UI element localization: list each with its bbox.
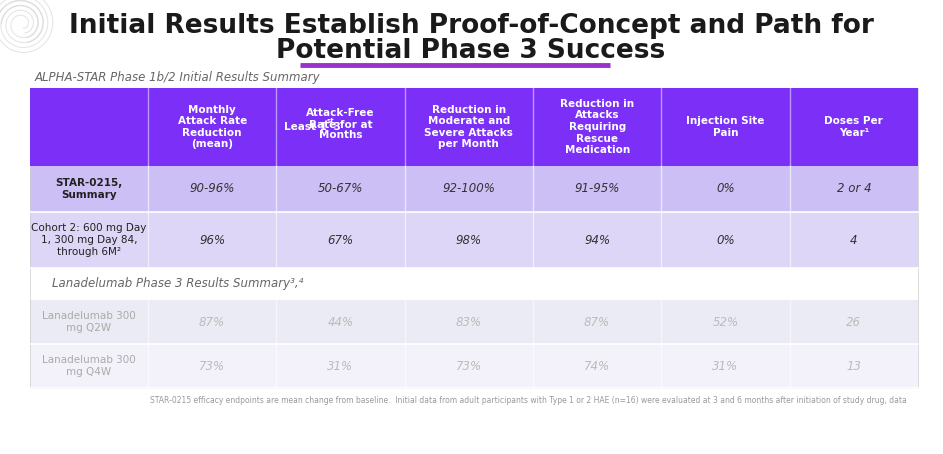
Text: 74%: 74%	[584, 360, 610, 372]
Text: Least 1: Least 1	[284, 122, 326, 132]
Text: Lanadelumab 300
mg Q4W: Lanadelumab 300 mg Q4W	[42, 355, 136, 377]
Text: Injection Site
Pain: Injection Site Pain	[687, 116, 765, 138]
Text: 50-67%: 50-67%	[318, 183, 363, 196]
Text: Months: Months	[319, 130, 362, 140]
Text: 67%: 67%	[327, 233, 354, 247]
Bar	[30, 212, 918, 268]
Text: 0%: 0%	[716, 183, 735, 196]
Text: ALPHA-STAR Phase 1b/2 Initial Results Summary: ALPHA-STAR Phase 1b/2 Initial Results Su…	[35, 70, 321, 84]
Text: Reduction in
Moderate and
Severe Attacks
per Month: Reduction in Moderate and Severe Attacks…	[424, 104, 513, 149]
Text: Lanadelumab Phase 3 Results Summary³,⁴: Lanadelumab Phase 3 Results Summary³,⁴	[52, 277, 304, 291]
Text: 92-100%: 92-100%	[442, 183, 495, 196]
Text: 13: 13	[846, 360, 861, 372]
Bar	[30, 344, 918, 388]
Bar	[30, 166, 918, 212]
Text: 87%: 87%	[199, 316, 225, 329]
Text: 94%: 94%	[584, 233, 610, 247]
Bar	[30, 268, 918, 300]
Text: Lanadelumab 300
mg Q2W: Lanadelumab 300 mg Q2W	[42, 311, 136, 333]
Text: 2 or 4: 2 or 4	[836, 183, 871, 196]
Bar	[30, 300, 918, 344]
Text: 98%: 98%	[455, 233, 482, 247]
Text: Attack-Free
Rate for at: Attack-Free Rate for at	[306, 108, 374, 130]
Text: 31%: 31%	[327, 360, 354, 372]
Bar	[30, 88, 918, 166]
Text: 4: 4	[850, 233, 857, 247]
Text: 26: 26	[846, 316, 861, 329]
Text: Initial Results Establish Proof-of-Concept and Path for: Initial Results Establish Proof-of-Conce…	[69, 13, 873, 39]
Text: 90-96%: 90-96%	[190, 183, 235, 196]
Text: STAR-0215,
Summary: STAR-0215, Summary	[56, 178, 123, 200]
Text: 52%: 52%	[713, 316, 738, 329]
Text: 73%: 73%	[455, 360, 482, 372]
Text: Potential Phase 3 Success: Potential Phase 3 Success	[276, 38, 666, 64]
Text: 83%: 83%	[455, 316, 482, 329]
Text: 87%: 87%	[584, 316, 610, 329]
Text: Reduction in
Attacks
Requiring
Rescue
Medication: Reduction in Attacks Requiring Rescue Me…	[560, 99, 635, 155]
Text: STAR-0215 efficacy endpoints are mean change from baseline.  Initial data from a: STAR-0215 efficacy endpoints are mean ch…	[150, 396, 907, 405]
Text: Monthly
Attack Rate
Reduction
(mean): Monthly Attack Rate Reduction (mean)	[177, 104, 247, 149]
Text: 0%: 0%	[716, 233, 735, 247]
Text: 91-95%: 91-95%	[574, 183, 620, 196]
Bar	[30, 88, 918, 388]
Text: 96%: 96%	[199, 233, 225, 247]
Text: Cohort 2: 600 mg Day
1, 300 mg Day 84,
through 6M²: Cohort 2: 600 mg Day 1, 300 mg Day 84, t…	[31, 223, 147, 257]
Text: 44%: 44%	[327, 316, 354, 329]
Text: Doses Per
Year¹: Doses Per Year¹	[824, 116, 884, 138]
Text: 73%: 73%	[199, 360, 225, 372]
Text: st: st	[326, 118, 334, 124]
Text: 31%: 31%	[713, 360, 738, 372]
Text: 3: 3	[329, 122, 340, 132]
